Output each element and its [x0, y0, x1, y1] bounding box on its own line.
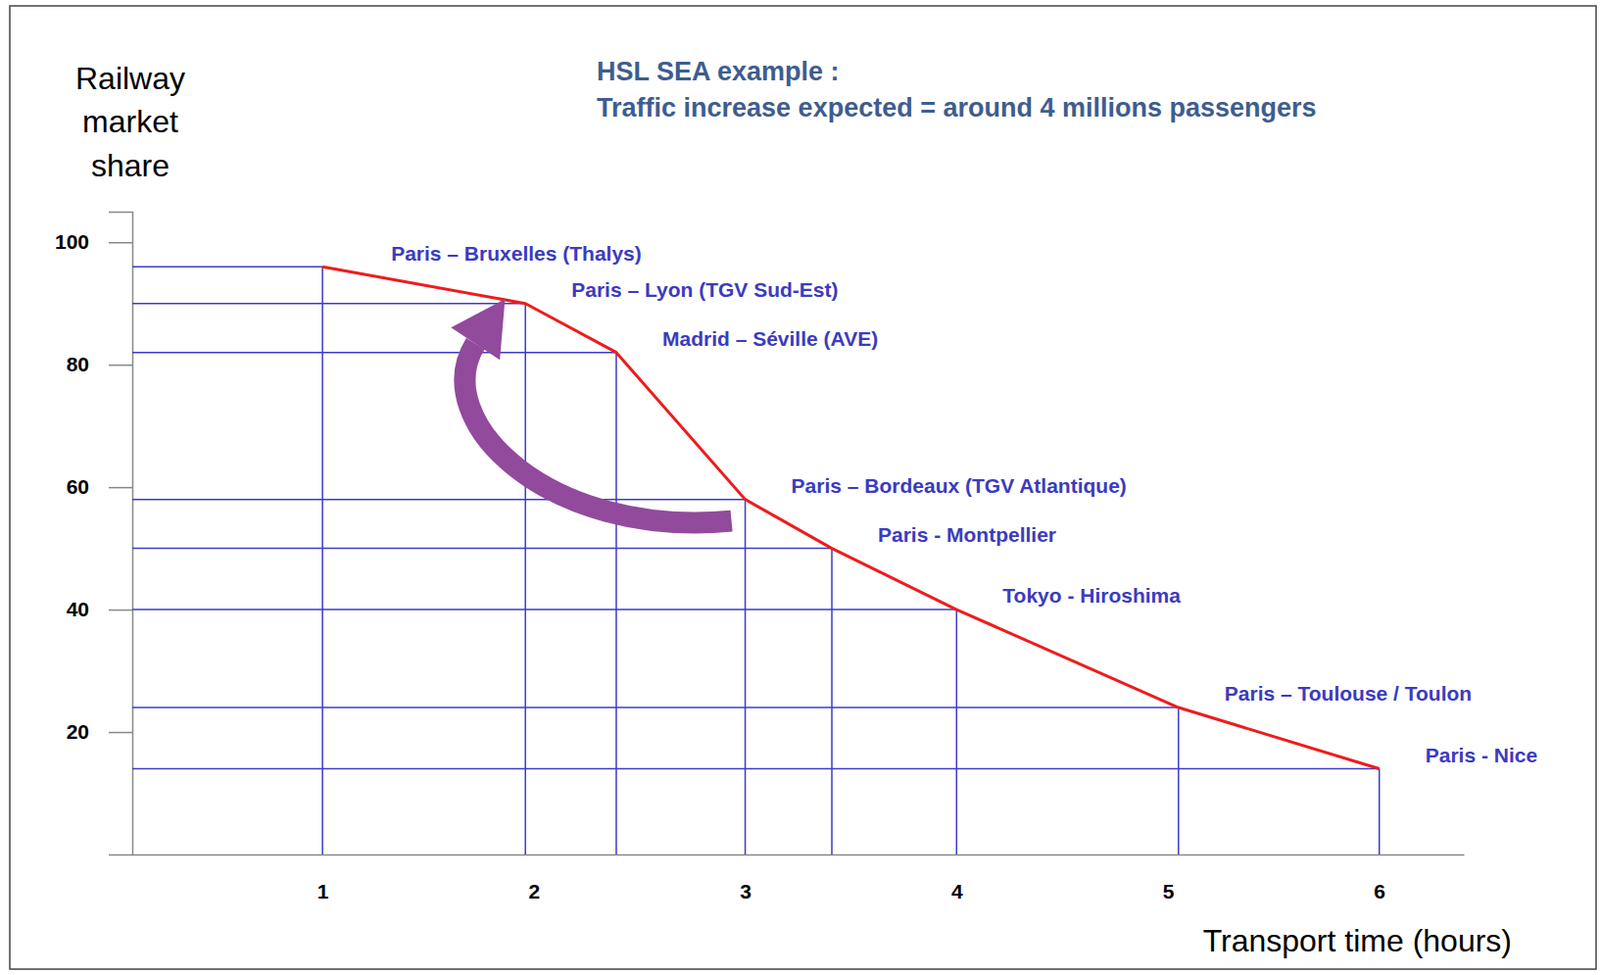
- drop-line-horizontal: [132, 265, 323, 268]
- drop-line-vertical: [956, 609, 959, 855]
- point-label: Paris – Lyon (TGV Sud-Est): [571, 278, 838, 301]
- y-tick-label: 100: [54, 230, 90, 253]
- x-tick-label: 3: [739, 879, 752, 903]
- point-label: Paris – Toulouse / Toulon: [1224, 681, 1472, 705]
- y-tick-mark: [108, 609, 133, 612]
- x-tick: 4: [951, 854, 964, 903]
- drop-line-horizontal: [132, 498, 746, 501]
- y-axis: 20 40 60 80 100: [54, 212, 134, 856]
- y-tick: 40: [66, 597, 133, 621]
- y-tick: 100: [54, 230, 133, 253]
- point-label: Paris - Montpellier: [877, 523, 1057, 546]
- x-axis-line: [133, 854, 1465, 857]
- x-tick-label: 2: [529, 879, 541, 903]
- title: HSL SEA example :: [596, 56, 840, 87]
- y-axis-title: Railwaymarketshare: [75, 60, 186, 183]
- y-tick-label: 40: [66, 597, 90, 621]
- x-tick-label: 5: [1163, 879, 1175, 903]
- y-tick-mark: [108, 364, 133, 367]
- x-tick-label: 1: [317, 879, 330, 903]
- drop-line-vertical: [615, 352, 618, 855]
- drop-line-vertical: [744, 499, 747, 855]
- x-tick: 6: [1373, 854, 1386, 903]
- drop-line-vertical: [321, 266, 324, 855]
- y-tick-mark: [108, 242, 133, 244]
- x-tick: 3: [739, 854, 752, 903]
- drop-line-vertical: [524, 303, 527, 855]
- drop-line-horizontal: [132, 768, 1380, 771]
- chart: 20 40 60 80 100 1 2 3 4 5 6 Paris – Bruxelles (Thal…: [0, 0, 1600, 975]
- y-axis-line: [108, 212, 134, 856]
- x-tick-label: 4: [951, 879, 964, 903]
- point-label: Paris – Bordeaux (TGV Atlantique): [791, 474, 1127, 497]
- drop-line-vertical: [1177, 707, 1180, 855]
- plot-area: [132, 266, 1380, 855]
- y-tick-mark: [108, 486, 133, 489]
- y-tick: 20: [66, 720, 133, 743]
- x-tick: 2: [529, 854, 541, 903]
- y-tick: 60: [66, 475, 133, 498]
- drop-line-horizontal: [132, 547, 832, 550]
- point-label: Paris – Bruxelles (Thalys): [390, 242, 642, 265]
- arrow-body: [465, 343, 732, 524]
- subtitle: Traffic increase expected = around 4 mil…: [596, 93, 1317, 123]
- y-tick: 80: [66, 352, 133, 376]
- drop-line-horizontal: [132, 706, 1179, 709]
- x-tick: 5: [1163, 854, 1175, 903]
- drop-line-horizontal: [132, 608, 957, 611]
- y-tick-mark: [108, 731, 133, 734]
- point-label: Tokyo - Hiroshima: [1002, 583, 1181, 607]
- frame: [9, 5, 1597, 970]
- y-tick-label: 20: [66, 720, 90, 743]
- drop-line-horizontal: [132, 351, 617, 354]
- x-axis: 1 2 3 4 5 6: [133, 854, 1465, 903]
- drop-line-vertical: [1378, 769, 1381, 855]
- y-tick-label: 60: [66, 475, 90, 498]
- point-label: Paris - Nice: [1425, 743, 1538, 767]
- y-tick-label: 80: [66, 352, 90, 376]
- x-tick: 1: [317, 854, 330, 903]
- x-axis-title: Transport time (hours): [1203, 922, 1512, 959]
- drop-line-vertical: [830, 548, 833, 855]
- point-label: Madrid – Séville (AVE): [662, 327, 878, 350]
- line: [322, 266, 1380, 769]
- x-tick-label: 6: [1373, 879, 1386, 903]
- arrow-head: [450, 298, 505, 360]
- drop-line-horizontal: [132, 302, 526, 305]
